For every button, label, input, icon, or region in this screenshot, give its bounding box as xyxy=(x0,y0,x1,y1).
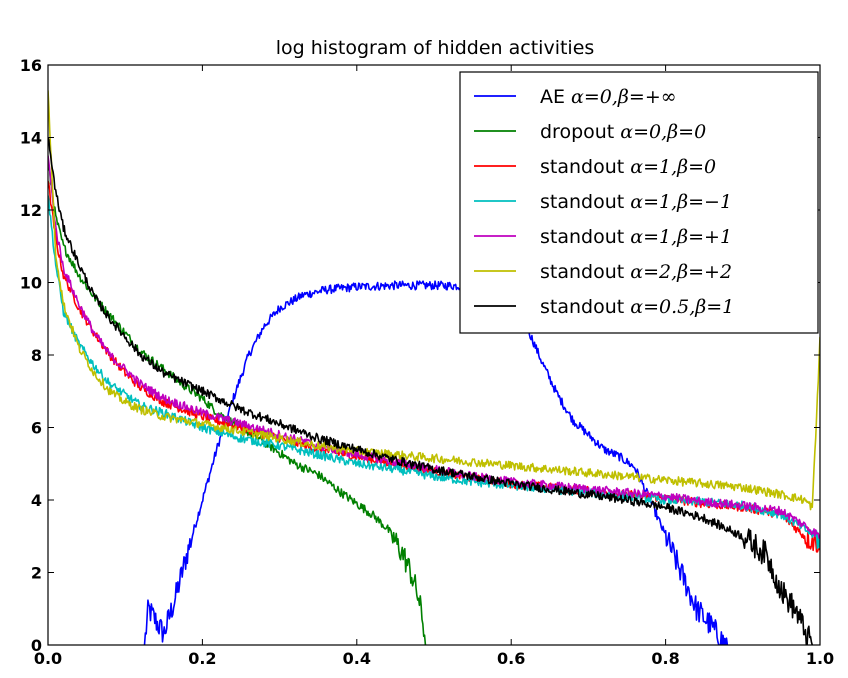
x-tick-label: 0.8 xyxy=(651,649,679,668)
y-tick-label: 10 xyxy=(20,274,42,293)
legend-entry: standout α=2,β=+2 xyxy=(540,261,732,283)
x-tick-label: 0.4 xyxy=(343,649,371,668)
legend-entry: standout α=1,β=−1 xyxy=(540,191,732,213)
y-tick-label: 14 xyxy=(20,129,42,148)
legend-series-name: standout xyxy=(540,261,630,283)
legend-series-name: standout xyxy=(540,296,630,318)
x-tick-label: 0.0 xyxy=(34,649,62,668)
legend-series-params: α=2,β=+2 xyxy=(630,261,732,283)
y-tick-label: 6 xyxy=(31,419,42,438)
legend-box xyxy=(459,71,819,334)
legend-series-params: α=0.5,β=1 xyxy=(630,296,734,318)
legend-entry: standout α=0.5,β=1 xyxy=(540,296,734,318)
legend-series-params: α=1,β=+1 xyxy=(630,226,732,248)
chart-title: log histogram of hidden activities xyxy=(276,37,595,59)
legend-entry: standout α=1,β=0 xyxy=(540,156,716,178)
x-tick-label: 0.2 xyxy=(188,649,216,668)
series-line-6 xyxy=(48,137,814,645)
legend-series-name: dropout xyxy=(540,121,620,143)
series-line-5 xyxy=(48,90,820,511)
legend-series-params: α=1,β=0 xyxy=(630,156,716,178)
y-tick-label: 16 xyxy=(20,56,42,75)
x-tick-label: 1.0 xyxy=(806,649,834,668)
legend-series-params: α=0,β=+∞ xyxy=(571,86,677,108)
legend-entry: AE α=0,β=+∞ xyxy=(540,86,677,108)
y-tick-label: 12 xyxy=(20,201,42,220)
legend-series-name: standout xyxy=(540,226,630,248)
legend-series-name: standout xyxy=(540,156,630,178)
legend-series-params: α=0,β=0 xyxy=(620,121,706,143)
y-tick-label: 0 xyxy=(31,636,42,655)
legend-entry: standout α=1,β=+1 xyxy=(540,226,732,248)
legend-entry: dropout α=0,β=0 xyxy=(540,121,706,143)
legend-series-params: α=1,β=−1 xyxy=(630,191,732,213)
y-tick-label: 4 xyxy=(31,491,42,510)
legend-series-name: standout xyxy=(540,191,630,213)
legend-series-name: AE xyxy=(540,86,571,108)
series-line-0 xyxy=(143,280,729,645)
x-tick-label: 0.6 xyxy=(497,649,525,668)
y-tick-label: 2 xyxy=(31,564,42,583)
y-tick-label: 8 xyxy=(31,346,42,365)
